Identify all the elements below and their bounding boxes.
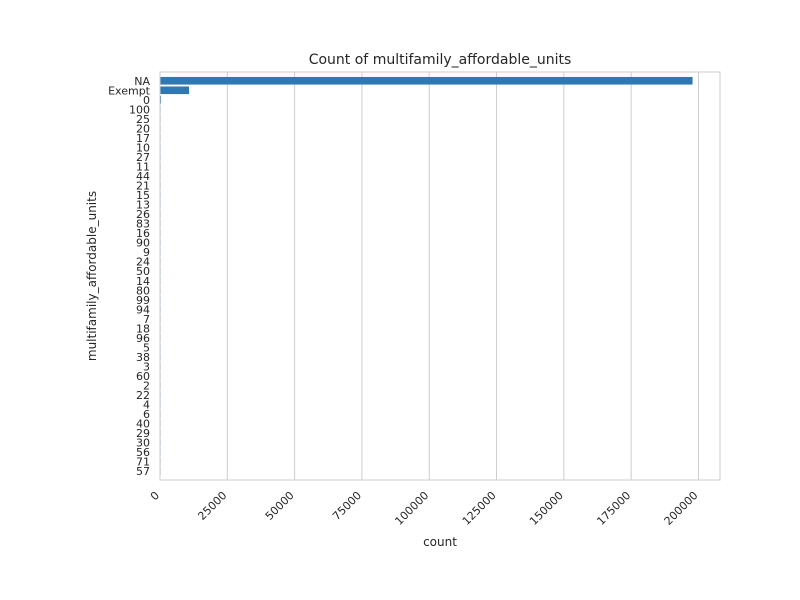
x-tick-label: 200000 xyxy=(662,489,701,528)
x-tick-label: 50000 xyxy=(263,489,297,523)
gridlines xyxy=(159,72,699,480)
x-tick-labels: 0 25000 50000 75000 100000 125000 150000 175000… xyxy=(148,489,701,528)
x-tick-label: 25000 xyxy=(195,489,229,523)
y-tick-label: 18 xyxy=(136,322,150,335)
bar xyxy=(160,86,190,95)
y-tick-label: 3 xyxy=(143,360,150,373)
y-tick-label: 9 xyxy=(143,246,150,259)
y-tick-label: 27 xyxy=(136,151,150,164)
y-tick-label: 57 xyxy=(136,465,150,478)
y-tick-label: 5 xyxy=(143,341,150,354)
x-tick-label: 150000 xyxy=(527,489,566,528)
y-tick-label: 60 xyxy=(136,370,150,383)
y-tick-label: NA xyxy=(134,75,150,88)
y-tick-label: 10 xyxy=(136,141,150,154)
y-tick-label: 100 xyxy=(129,103,150,116)
y-tick-label: 96 xyxy=(136,332,150,345)
y-tick-label: 26 xyxy=(136,208,150,221)
y-tick-label: 56 xyxy=(136,446,150,459)
y-tick-label: 44 xyxy=(136,170,150,183)
y-axis-label: multifamily_affordable_units xyxy=(85,191,99,361)
y-tick-label: 14 xyxy=(136,275,150,288)
y-tick-label: 2 xyxy=(143,380,150,393)
y-tick-label: 40 xyxy=(136,418,150,431)
y-tick-label: 16 xyxy=(136,227,150,240)
bars xyxy=(160,76,693,476)
plot-frame xyxy=(159,71,721,481)
bar xyxy=(160,96,162,104)
y-tick-label: 83 xyxy=(136,218,150,231)
y-tick-label: 71 xyxy=(136,456,150,469)
y-tick-label: 99 xyxy=(136,294,150,307)
y-tick-label: 80 xyxy=(136,284,150,297)
y-tick-label: 22 xyxy=(136,389,150,402)
y-tick-label: 25 xyxy=(136,113,150,126)
y-tick-labels: NAExempt01002520171027114421151326831690… xyxy=(108,75,151,478)
x-axis-label: count xyxy=(423,535,457,549)
y-tick-label: 15 xyxy=(136,189,150,202)
y-tick-label: 50 xyxy=(136,265,150,278)
y-tick-label: 4 xyxy=(143,399,150,412)
x-tick-label: 125000 xyxy=(460,489,499,528)
x-tick-label: 75000 xyxy=(330,489,364,523)
y-tick-label: 7 xyxy=(143,313,150,326)
y-tick-label: 0 xyxy=(143,94,150,107)
y-tick-label: 13 xyxy=(136,199,150,212)
x-tick-label: 100000 xyxy=(392,489,431,528)
y-tick-label: 11 xyxy=(136,160,150,173)
y-tick-label: 90 xyxy=(136,237,150,250)
x-tick-label: 175000 xyxy=(594,489,633,528)
chart-title: Count of multifamily_affordable_units xyxy=(309,52,572,68)
y-tick-label: 21 xyxy=(136,180,150,193)
y-tick-label: 20 xyxy=(136,122,150,135)
y-tick-label: 29 xyxy=(136,427,150,440)
y-tick-label: 17 xyxy=(136,132,150,145)
y-tick-label: 6 xyxy=(143,408,150,421)
y-tick-label: 94 xyxy=(136,303,150,316)
bar xyxy=(160,76,693,85)
y-tick-label: 30 xyxy=(136,437,150,450)
y-tick-label: Exempt xyxy=(108,84,151,97)
x-tick-label: 0 xyxy=(148,489,162,503)
y-tick-label: 24 xyxy=(136,256,150,269)
y-tick-label: 38 xyxy=(136,351,150,364)
